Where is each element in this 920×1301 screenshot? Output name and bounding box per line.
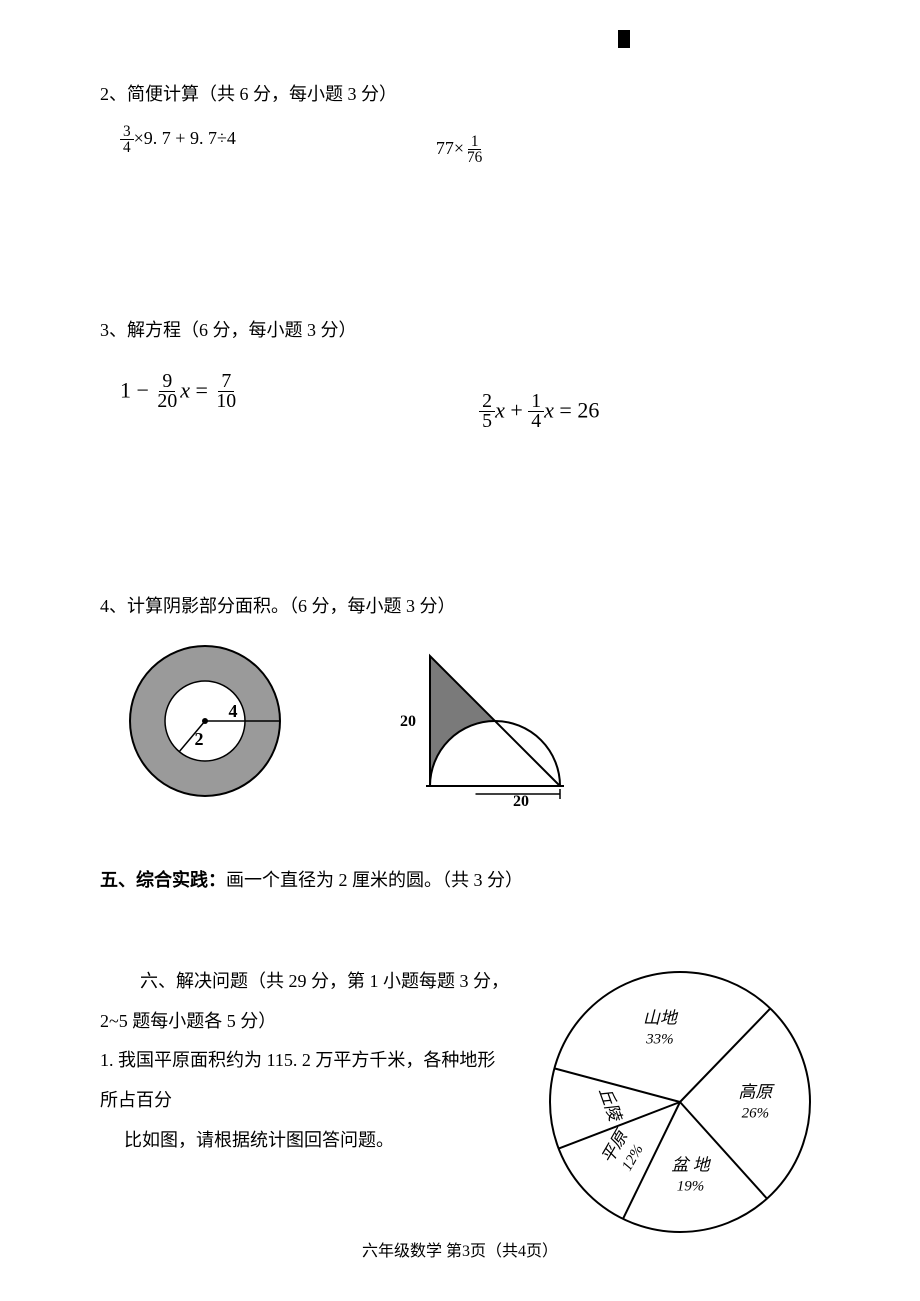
question-2: 2、简便计算（共 6 分，每小题 3 分） 34×9. 7 + 9. 7÷4 7… (100, 80, 820, 166)
page-mark (618, 30, 630, 48)
question-6: 山地33%高原26%盆 地19%平原12%丘陵 六、解决问题（共 29 分，第 … (100, 962, 820, 1247)
q3-eq2: 25x + 14x = 26 (479, 392, 599, 433)
terrain-pie-chart: 山地33%高原26%盆 地19%平原12%丘陵 (540, 962, 820, 1242)
q5-title-rest: 画一个直径为 2 厘米的圆。（共 3 分） (226, 870, 523, 890)
question-5: 五、综合实践：画一个直径为 2 厘米的圆。（共 3 分） (100, 866, 820, 892)
triangle-semicircle-figure: 2020 (390, 636, 590, 806)
q5-title-bold: 五、综合实践： (100, 870, 226, 890)
q6-text: 六、解决问题（共 29 分，第 1 小题每题 3 分，2~5 题每小题各 5 分… (100, 962, 520, 1160)
q2-title: 2、简便计算（共 6 分，每小题 3 分） (100, 80, 820, 106)
svg-text:盆 地: 盆 地 (671, 1156, 711, 1175)
question-4: 4、计算阴影部分面积。（6 分，每小题 3 分） 42 2020 (100, 592, 820, 806)
q4-figures: 42 2020 (120, 636, 820, 806)
q2-eq1: 34×9. 7 + 9. 7÷4 (120, 124, 236, 166)
svg-text:19%: 19% (677, 1179, 705, 1195)
svg-text:2: 2 (195, 729, 204, 749)
q3-eq1: 1 − 920x = 710 (120, 372, 239, 433)
annulus-figure: 42 (120, 636, 290, 806)
svg-text:高原: 高原 (738, 1083, 775, 1102)
q3-equations: 1 − 920x = 710 25x + 14x = 26 (120, 372, 820, 433)
svg-text:33%: 33% (645, 1032, 674, 1048)
svg-text:26%: 26% (742, 1106, 770, 1122)
q6-q1-line1: 1. 我国平原面积约为 115. 2 万平方千米，各种地形所占百分 (100, 1041, 520, 1120)
q4-title: 4、计算阴影部分面积。（6 分，每小题 3 分） (100, 592, 820, 618)
q6-q1-line2: 比如图，请根据统计图回答问题。 (124, 1121, 520, 1161)
q2-eq2: 77×176 (436, 134, 485, 166)
question-3: 3、解方程（6 分，每小题 3 分） 1 − 920x = 710 25x + … (100, 316, 820, 433)
svg-text:20: 20 (400, 713, 416, 730)
q6-title: 六、解决问题（共 29 分，第 1 小题每题 3 分，2~5 题每小题各 5 分… (100, 971, 509, 1031)
q2-equations: 34×9. 7 + 9. 7÷4 77×176 (120, 124, 820, 166)
pie-chart-wrap: 山地33%高原26%盆 地19%平原12%丘陵 (540, 962, 820, 1247)
svg-text:20: 20 (513, 793, 529, 806)
q3-title: 3、解方程（6 分，每小题 3 分） (100, 316, 820, 342)
svg-text:4: 4 (229, 701, 238, 721)
svg-text:山地: 山地 (643, 1009, 679, 1028)
page-footer: 六年级数学 第3页（共4页） (0, 1237, 920, 1261)
